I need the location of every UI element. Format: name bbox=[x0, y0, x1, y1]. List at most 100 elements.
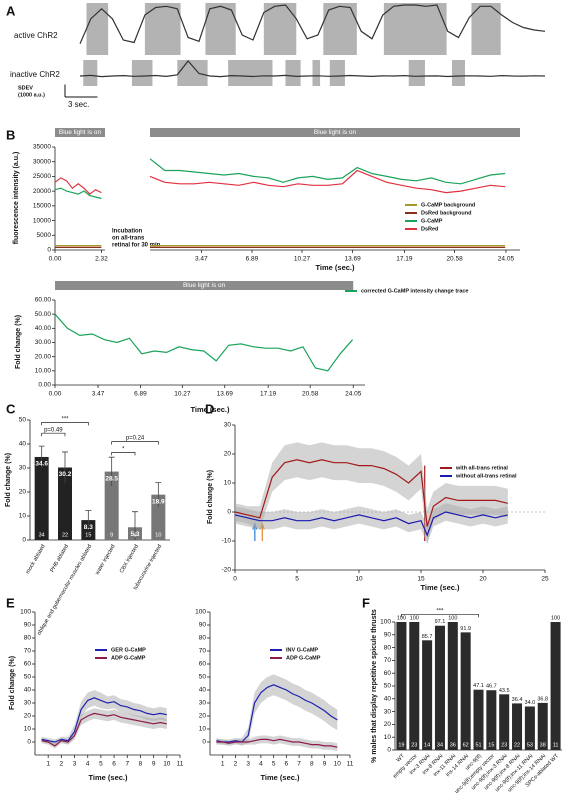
x-tick-label: 20 bbox=[479, 576, 487, 583]
bar bbox=[104, 471, 119, 540]
y-axis-label: Fold change (%) bbox=[15, 315, 22, 369]
light-period bbox=[205, 3, 236, 55]
value-label: 47.1 bbox=[473, 683, 484, 689]
value-label: 34.0 bbox=[525, 700, 536, 706]
bar bbox=[473, 689, 484, 750]
n-label: 9 bbox=[110, 532, 113, 538]
x-tick-label: 8 bbox=[139, 761, 143, 768]
x-tick-label: 1 bbox=[221, 761, 225, 768]
value-label: 30.2 bbox=[59, 471, 72, 478]
y-tick-label: 10 bbox=[199, 726, 207, 733]
error-bar bbox=[62, 451, 68, 484]
x-tick-label: 10.27 bbox=[294, 256, 311, 263]
bar bbox=[550, 622, 561, 750]
y-tick-label: 70 bbox=[199, 648, 207, 655]
x-tick-label: 10 bbox=[334, 761, 342, 768]
bar bbox=[58, 467, 72, 540]
y-tick-label: 0 bbox=[387, 747, 391, 754]
n-label: 15 bbox=[85, 532, 91, 538]
x-axis-label: Time (sec.) bbox=[315, 263, 355, 272]
bar bbox=[422, 640, 433, 750]
y-tick-label: 20000 bbox=[33, 188, 51, 195]
panel-letter: C bbox=[6, 401, 16, 416]
x-tick-label: water injected bbox=[94, 544, 117, 577]
y-tick-label: 20 bbox=[199, 713, 207, 720]
light-period bbox=[408, 60, 425, 86]
x-tick-label: 20.58 bbox=[302, 391, 319, 398]
legend-label: with all-trans retinal bbox=[455, 465, 508, 471]
n-label: 34 bbox=[437, 742, 443, 748]
y-tick-label: 60 bbox=[199, 661, 207, 668]
y-tick-label: 10 bbox=[19, 513, 27, 520]
y-tick-label: 20 bbox=[19, 489, 27, 496]
n-label: 34 bbox=[39, 532, 45, 538]
x-tick-label: 3.47 bbox=[92, 391, 105, 398]
y-tick-label: 10000 bbox=[33, 217, 51, 224]
x-tick-label: 2.32 bbox=[95, 256, 108, 263]
x-tick-label: 3 bbox=[246, 761, 250, 768]
x-tick-label: 6.89 bbox=[246, 256, 259, 263]
error-band bbox=[235, 442, 508, 544]
x-tick-label: 4 bbox=[259, 761, 263, 768]
value-label: 100 bbox=[448, 615, 457, 621]
bar bbox=[524, 706, 535, 750]
n-label: 19 bbox=[398, 742, 404, 748]
light-period bbox=[263, 3, 297, 55]
y-tick-label: 0 bbox=[202, 739, 206, 746]
value-label: 46.7 bbox=[486, 684, 497, 690]
value-label: 97.1 bbox=[435, 619, 446, 625]
x-tick-label: 1 bbox=[46, 761, 50, 768]
significance-bracket bbox=[111, 452, 136, 456]
bar bbox=[512, 703, 523, 750]
bar bbox=[34, 456, 49, 540]
error-band bbox=[216, 674, 338, 746]
y-tick-label: 15000 bbox=[33, 203, 51, 210]
light-period bbox=[329, 60, 345, 86]
y-tick-label: 5000 bbox=[37, 232, 52, 239]
annotation: on all-trans bbox=[112, 236, 145, 242]
bar bbox=[81, 520, 96, 540]
significance-label: p=0.49 bbox=[44, 427, 63, 433]
y-tick-label: 30 bbox=[19, 465, 27, 472]
significance-label: * bbox=[122, 446, 125, 452]
significance-label: p=0.24 bbox=[126, 436, 145, 442]
y-tick-label: 70 bbox=[384, 657, 392, 664]
error-bar bbox=[132, 511, 138, 540]
x-tick-label: 7 bbox=[297, 761, 301, 768]
y-tick-label: 80 bbox=[199, 635, 207, 642]
error-bar bbox=[38, 445, 45, 468]
series-line bbox=[41, 712, 167, 747]
light-period bbox=[144, 3, 181, 55]
x-tick-label: 24.05 bbox=[345, 391, 362, 398]
x-tick-label: 24.05 bbox=[498, 256, 515, 263]
y-tick-label: 35000 bbox=[33, 144, 51, 151]
y-tick-label: 60 bbox=[24, 661, 32, 668]
legend-label: ADP G-CaMP bbox=[286, 655, 321, 661]
x-tick-label: 0 bbox=[233, 576, 237, 583]
x-axis-label: Time (sec.) bbox=[190, 405, 230, 414]
n-label: 62 bbox=[463, 742, 469, 748]
y-tick-label: 40 bbox=[384, 696, 392, 703]
legend-label: DsRed bbox=[421, 226, 438, 232]
y-tick-label: 60 bbox=[384, 670, 392, 677]
x-tick-label: 17.19 bbox=[260, 391, 277, 398]
n-label: 22 bbox=[514, 742, 520, 748]
value-label: 85.7 bbox=[422, 634, 433, 640]
x-tick-label: 13.69 bbox=[217, 391, 234, 398]
x-tick-label: 10 bbox=[355, 576, 363, 583]
trace-label: inactive ChR2 bbox=[10, 70, 60, 79]
bar bbox=[409, 622, 420, 750]
x-tick-label: 3.47 bbox=[195, 256, 208, 263]
legend-label: corrected G-CaMP intensity change trace bbox=[361, 288, 469, 294]
light-period bbox=[285, 60, 301, 86]
light-period bbox=[228, 60, 273, 86]
error-band bbox=[41, 690, 167, 745]
scale-label-y: (1000 a.u.) bbox=[18, 92, 45, 98]
y-tick-label: 0 bbox=[47, 247, 51, 254]
light-bar bbox=[55, 281, 354, 290]
value-label: 5.3 bbox=[130, 531, 139, 538]
y-tick-label: 30 bbox=[224, 422, 232, 429]
annotation: retinal for 30 min bbox=[112, 243, 161, 249]
x-tick-label: WT bbox=[396, 753, 407, 764]
